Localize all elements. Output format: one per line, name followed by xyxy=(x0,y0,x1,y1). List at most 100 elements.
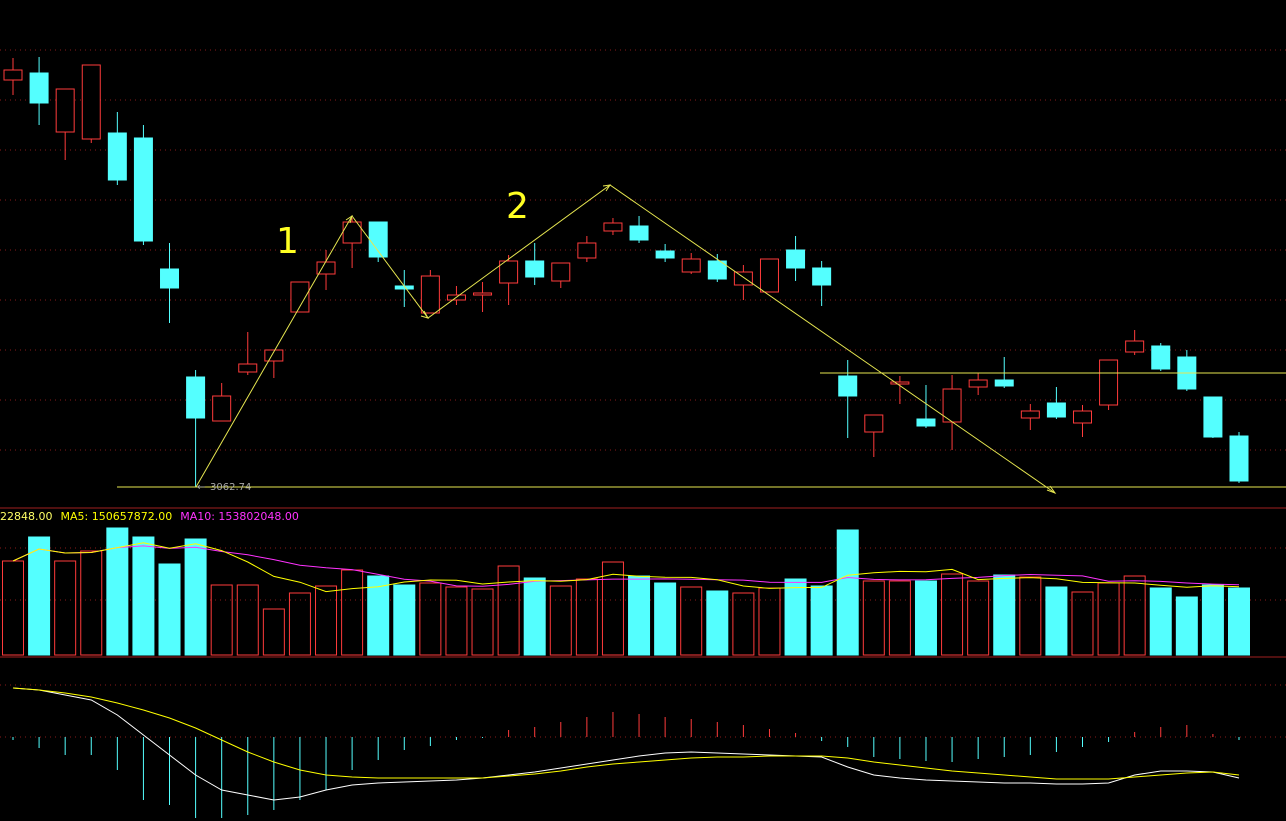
candle-body xyxy=(160,268,180,289)
candle-body xyxy=(916,418,936,427)
candle-body xyxy=(1046,402,1066,418)
candle-body xyxy=(1125,340,1145,353)
volume-bar xyxy=(628,575,651,656)
candle-body xyxy=(212,395,232,422)
volume-bar xyxy=(80,550,103,656)
candle-body xyxy=(681,258,701,273)
candle-body xyxy=(1229,435,1249,482)
candle-body xyxy=(342,221,362,244)
candle-body xyxy=(133,137,153,242)
candle-body xyxy=(186,376,206,419)
volume-bar xyxy=(523,577,546,656)
candle-body xyxy=(290,281,310,313)
volume-bar xyxy=(993,574,1016,656)
volume-bar xyxy=(601,561,624,656)
volume-bar xyxy=(654,582,677,656)
arrow-head xyxy=(602,184,612,192)
candle-body xyxy=(759,258,779,293)
volume-bar xyxy=(54,560,77,656)
volume-bar xyxy=(158,563,181,656)
candle-body xyxy=(1203,396,1223,438)
plot xyxy=(2,57,1250,818)
volume-bar xyxy=(1149,587,1172,656)
candle-body xyxy=(1020,410,1040,419)
candle-body xyxy=(838,375,858,397)
candle-body xyxy=(238,363,258,373)
macd-line xyxy=(12,687,1240,780)
volume-bar xyxy=(1201,584,1224,656)
macd-line xyxy=(12,687,1240,801)
volume-bar xyxy=(706,590,729,656)
candle-body xyxy=(107,132,127,181)
volume-bar xyxy=(758,587,781,656)
volume-bar xyxy=(888,580,911,656)
volume-bar xyxy=(680,586,703,656)
volume-bar xyxy=(236,584,259,656)
ma5-line xyxy=(12,542,1240,593)
volume-bar xyxy=(549,585,572,656)
volume-bar xyxy=(810,585,833,656)
candle-body xyxy=(551,262,571,282)
volume-bar xyxy=(784,578,807,656)
volume-bar xyxy=(367,575,390,656)
volume-bar xyxy=(914,580,937,656)
volume-bar xyxy=(1045,586,1068,656)
candle-body xyxy=(812,267,832,286)
volume-bar xyxy=(393,584,416,656)
volume-bar xyxy=(106,527,129,656)
candle-body xyxy=(1072,410,1092,424)
volume-bar xyxy=(1228,587,1250,656)
wave-line xyxy=(195,184,1056,494)
annotation: 1 xyxy=(276,221,299,262)
candle-body xyxy=(525,260,545,278)
volume-bar xyxy=(471,588,494,656)
volume-bar xyxy=(28,536,51,656)
volume-bar xyxy=(1175,596,1198,656)
volume-bar xyxy=(732,592,755,656)
volume-legend: 22848.00 MA5: 150657872.00 MA10: 153802048… xyxy=(0,510,299,523)
candle-body xyxy=(655,250,675,259)
candle-body xyxy=(968,379,988,388)
volume-bar xyxy=(262,608,285,656)
legend-entry: MA10: 153802048.00 xyxy=(180,510,299,523)
candle-body xyxy=(1099,359,1119,406)
volume-bar xyxy=(419,582,442,656)
volume-bar xyxy=(288,592,311,656)
volume-bar xyxy=(575,578,598,656)
volume-bar xyxy=(1019,576,1042,656)
volume-bar xyxy=(1097,582,1120,656)
candle-body xyxy=(499,260,519,284)
volume-bar xyxy=(210,584,233,656)
legend-entry: 22848.00 xyxy=(0,510,53,523)
candle-body xyxy=(264,349,284,362)
volume-bar xyxy=(967,580,990,656)
volume-bar xyxy=(315,585,338,656)
volume-bar xyxy=(497,565,520,656)
candle-body xyxy=(994,379,1014,387)
drawings xyxy=(117,184,1286,495)
candle-body xyxy=(603,222,623,232)
candle-body xyxy=(473,292,493,296)
volume-bar xyxy=(862,580,885,656)
volume-bar xyxy=(2,560,24,656)
candle-body xyxy=(29,72,49,104)
volume-bar xyxy=(132,536,155,656)
candle-body xyxy=(890,381,910,385)
volume-bar xyxy=(1071,591,1094,656)
volume-bar xyxy=(941,573,964,656)
candle-body xyxy=(707,260,727,280)
volume-bar xyxy=(1123,575,1146,656)
candle-body xyxy=(81,64,101,140)
annotation: 2 xyxy=(506,186,529,227)
candle-body xyxy=(786,249,806,269)
annotation-arrow: ← xyxy=(197,482,205,493)
arrow-head xyxy=(420,310,430,319)
arrow-head xyxy=(1046,485,1057,495)
candle-body xyxy=(629,225,649,241)
candle-body xyxy=(864,414,884,433)
volume-bar xyxy=(445,586,468,656)
candle-body xyxy=(577,242,597,259)
arrow-head xyxy=(345,214,353,224)
candle-body xyxy=(3,69,23,81)
